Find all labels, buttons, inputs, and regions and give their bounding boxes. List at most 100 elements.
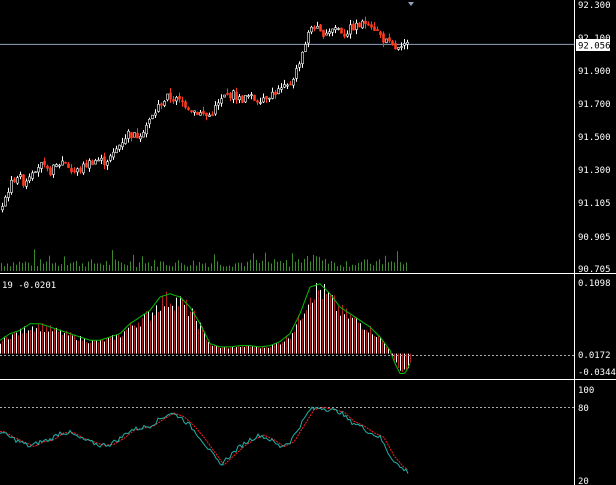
volume-bar: [226, 266, 227, 271]
candle-body: [196, 111, 199, 115]
candle-body: [169, 92, 172, 100]
candle-body: [13, 178, 16, 182]
volume-bar: [133, 254, 134, 271]
volume-bar: [82, 263, 83, 271]
candle-body: [205, 112, 208, 117]
price-tick: 91.300: [578, 166, 611, 176]
candle-body: [397, 47, 400, 50]
candle-body: [187, 107, 190, 110]
candle-body: [316, 26, 319, 29]
candle-body: [28, 176, 31, 182]
volume-bar: [127, 265, 128, 271]
volume-bar: [1, 263, 2, 271]
volume-bar: [91, 259, 92, 271]
volume-bar: [286, 259, 287, 271]
volume-bar: [103, 264, 104, 271]
volume-bar: [118, 261, 119, 271]
current-price-tag: 92.056: [578, 42, 611, 52]
candle-body: [391, 40, 394, 45]
candle-body: [337, 28, 340, 30]
candle-body: [22, 174, 25, 186]
candle-body: [85, 162, 88, 168]
candle-body: [271, 91, 274, 99]
volume-bar: [391, 261, 392, 271]
candle-body: [109, 155, 112, 161]
volume-bar: [307, 255, 308, 271]
volume-bar: [154, 259, 155, 271]
macd-signal-line: [0, 283, 411, 374]
volume-bar: [16, 264, 17, 271]
candle-body: [181, 100, 184, 102]
volume-bar: [76, 260, 77, 271]
candle-body: [361, 20, 364, 29]
candle-body: [151, 114, 154, 119]
volume-bar: [235, 263, 236, 271]
candle-body: [262, 97, 265, 103]
candle-body: [340, 27, 343, 34]
candle-body: [367, 23, 370, 26]
candle-body: [79, 168, 82, 172]
volume-bar: [352, 264, 353, 271]
volume-bar: [7, 263, 8, 271]
candle-body: [256, 100, 259, 103]
volume-bar: [193, 260, 194, 271]
volume-bar: [367, 259, 368, 271]
volume-bar: [283, 262, 284, 271]
volume-bar: [334, 262, 335, 271]
candle-body: [124, 138, 127, 144]
candle-body: [82, 163, 85, 174]
volume-bar: [52, 263, 53, 271]
candle-body: [253, 94, 256, 101]
candle-body: [226, 93, 229, 95]
candle-body: [202, 111, 205, 114]
volume-bar: [370, 263, 371, 271]
candle-body: [160, 103, 163, 106]
volume-bar: [130, 261, 131, 271]
candle-body: [148, 118, 151, 125]
candle-body: [301, 51, 304, 65]
candle-body: [37, 167, 40, 173]
volume-bar: [223, 266, 224, 271]
volume-bar: [151, 265, 152, 271]
candle-body: [283, 84, 286, 88]
candle-body: [76, 168, 79, 173]
candle-body: [157, 104, 160, 112]
volume-bar: [202, 263, 203, 271]
candle-body: [58, 164, 61, 167]
volume-bar: [10, 266, 11, 271]
volume-bar: [34, 249, 35, 271]
scroll-marker-icon[interactable]: [408, 2, 414, 6]
candle-body: [25, 180, 28, 187]
volume-bar: [145, 263, 146, 271]
oscillator-signal-line: [0, 406, 409, 470]
volume-bar: [277, 261, 278, 271]
volume-bar: [25, 261, 26, 271]
volume-bar: [340, 265, 341, 271]
volume-bar: [250, 259, 251, 271]
candle-body: [178, 95, 181, 100]
volume-bar: [259, 263, 260, 271]
osc-axis-tick: 100: [578, 386, 594, 396]
candle-body: [19, 174, 22, 177]
volume-bar: [70, 263, 71, 271]
volume-bar: [406, 262, 407, 271]
volume-bar: [73, 262, 74, 271]
candle-body: [238, 96, 241, 101]
candle-body: [172, 99, 175, 102]
volume-bar: [271, 263, 272, 271]
volume-bar: [241, 262, 242, 271]
volume-bar: [229, 265, 230, 271]
candle-body: [229, 93, 232, 99]
candle-body: [214, 105, 217, 115]
candle-body: [373, 26, 376, 31]
volume-bar: [163, 261, 164, 271]
candle-body: [4, 196, 7, 207]
macd-axis-tick: 0.0172: [578, 351, 611, 361]
volume-bar: [349, 266, 350, 271]
candle-body: [88, 160, 91, 169]
candle-body: [388, 37, 391, 42]
candle-body: [16, 177, 19, 184]
volume-bar: [49, 255, 50, 271]
candle-body: [208, 114, 211, 117]
